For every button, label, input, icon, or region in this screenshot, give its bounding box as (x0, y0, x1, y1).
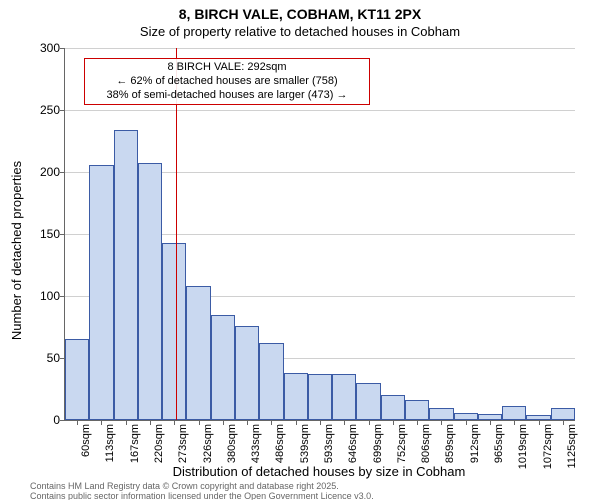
histogram-bar (89, 165, 113, 420)
x-tick-mark (320, 420, 321, 425)
x-tick-mark (539, 420, 540, 425)
chart-container: { "title": "8, BIRCH VALE, COBHAM, KT11 … (0, 0, 600, 500)
x-tick-label: 326sqm (202, 424, 214, 463)
histogram-bar (381, 395, 405, 420)
y-tick-label: 200 (26, 165, 60, 179)
x-tick-mark (77, 420, 78, 425)
y-tick-mark (60, 172, 65, 173)
histogram-bar (502, 406, 526, 420)
x-tick-label: 806sqm (420, 424, 432, 463)
x-tick-label: 593sqm (323, 424, 335, 463)
y-tick-label: 250 (26, 103, 60, 117)
x-tick-mark (466, 420, 467, 425)
x-tick-label: 1019sqm (517, 424, 529, 469)
y-tick-label: 0 (26, 413, 60, 427)
x-tick-label: 273sqm (177, 424, 189, 463)
x-tick-label: 1072sqm (542, 424, 554, 469)
chart-subtitle: Size of property relative to detached ho… (0, 24, 600, 39)
annotation-line: 8 BIRCH VALE: 292sqm (91, 61, 363, 75)
x-tick-label: 60sqm (80, 424, 92, 457)
x-tick-label: 167sqm (129, 424, 141, 463)
y-tick-label: 100 (26, 289, 60, 303)
x-tick-mark (296, 420, 297, 425)
footnote-1: Contains HM Land Registry data © Crown c… (30, 481, 339, 491)
x-tick-label: 699sqm (372, 424, 384, 463)
histogram-bar (405, 400, 429, 420)
x-tick-mark (247, 420, 248, 425)
x-tick-label: 912sqm (469, 424, 481, 463)
histogram-bar (259, 343, 283, 420)
x-tick-mark (174, 420, 175, 425)
gridline (65, 110, 575, 111)
chart-title: 8, BIRCH VALE, COBHAM, KT11 2PX (0, 6, 600, 22)
x-tick-label: 539sqm (299, 424, 311, 463)
x-axis-label: Distribution of detached houses by size … (64, 464, 574, 479)
y-tick-mark (60, 296, 65, 297)
x-tick-mark (199, 420, 200, 425)
x-tick-mark (369, 420, 370, 425)
x-tick-mark (223, 420, 224, 425)
y-tick-label: 50 (26, 351, 60, 365)
x-tick-label: 486sqm (274, 424, 286, 463)
y-tick-mark (60, 110, 65, 111)
footnote-2: Contains public sector information licen… (30, 491, 374, 500)
x-tick-label: 380sqm (226, 424, 238, 463)
x-tick-label: 859sqm (444, 424, 456, 463)
y-tick-mark (60, 48, 65, 49)
x-tick-mark (490, 420, 491, 425)
x-tick-mark (101, 420, 102, 425)
histogram-bar (454, 413, 478, 420)
y-tick-mark (60, 420, 65, 421)
histogram-bar (114, 130, 138, 420)
x-tick-label: 220sqm (153, 424, 165, 463)
histogram-bar (284, 373, 308, 420)
x-tick-mark (514, 420, 515, 425)
histogram-bar (332, 374, 356, 420)
x-tick-label: 646sqm (347, 424, 359, 463)
histogram-bar (65, 339, 89, 420)
histogram-bar (186, 286, 210, 420)
gridline (65, 48, 575, 49)
histogram-bar (551, 408, 575, 420)
annotation-line: 38% of semi-detached houses are larger (… (91, 89, 363, 103)
histogram-bar (308, 374, 332, 420)
x-tick-mark (271, 420, 272, 425)
histogram-bar (211, 315, 235, 420)
x-tick-mark (441, 420, 442, 425)
x-tick-mark (417, 420, 418, 425)
annotation-box: 8 BIRCH VALE: 292sqm← 62% of detached ho… (84, 58, 370, 105)
histogram-bar (429, 408, 453, 420)
histogram-bar (356, 383, 380, 420)
annotation-line: ← 62% of detached houses are smaller (75… (91, 75, 363, 89)
x-tick-mark (344, 420, 345, 425)
histogram-bar (138, 163, 162, 420)
y-axis-label-text: Number of detached properties (10, 160, 25, 339)
x-tick-label: 433sqm (250, 424, 262, 463)
x-tick-mark (563, 420, 564, 425)
x-tick-mark (150, 420, 151, 425)
x-tick-mark (393, 420, 394, 425)
y-axis-label: Number of detached properties (8, 0, 26, 500)
histogram-bar (162, 243, 186, 420)
y-tick-label: 150 (26, 227, 60, 241)
y-tick-mark (60, 234, 65, 235)
x-tick-label: 1125sqm (566, 424, 578, 468)
y-tick-label: 300 (26, 41, 60, 55)
histogram-bar (235, 326, 259, 420)
x-tick-label: 752sqm (396, 424, 408, 463)
x-tick-label: 113sqm (104, 424, 116, 462)
x-tick-mark (126, 420, 127, 425)
x-tick-label: 965sqm (493, 424, 505, 463)
